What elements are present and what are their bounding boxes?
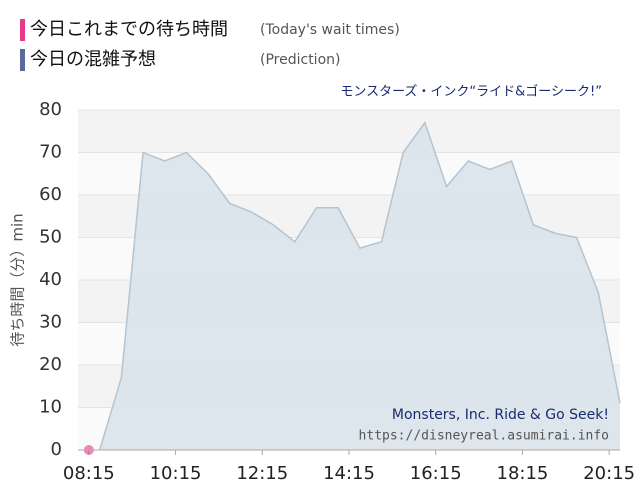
- watermark-url: https://disneyreal.asumirai.info: [359, 429, 609, 444]
- y-tick-label: 20: [39, 354, 62, 375]
- legend-marker: [20, 19, 25, 41]
- area-fill: [99, 122, 621, 450]
- watermark-title: Monsters, Inc. Ride & Go Seek!: [392, 407, 609, 423]
- x-tick-label: 18:15: [497, 463, 549, 484]
- y-tick-label: 80: [39, 99, 62, 120]
- x-tick-label: 08:15: [63, 463, 115, 484]
- plot: [78, 109, 621, 451]
- x-tick-label: 10:15: [150, 463, 202, 484]
- y-axis-label: 待ち時間（分）min: [9, 213, 27, 346]
- legend-label: 今日の混雑予想: [30, 49, 156, 70]
- y-tick-label: 0: [51, 439, 62, 460]
- y-tick-label: 10: [39, 397, 62, 418]
- x-tick-label: 20:15: [583, 463, 635, 484]
- grid-band: [78, 110, 620, 153]
- legend-marker: [20, 49, 25, 71]
- x-tick-label: 16:15: [410, 463, 462, 484]
- x-tick-label: 14:15: [323, 463, 375, 484]
- y-tick-label: 60: [39, 184, 62, 205]
- y-tick-label: 40: [39, 269, 62, 290]
- y-tick-label: 30: [39, 312, 62, 333]
- y-tick-label: 70: [39, 142, 62, 163]
- legend-sublabel: (Today's wait times): [260, 22, 400, 38]
- x-tick-label: 12:15: [236, 463, 288, 484]
- legend-sublabel: (Prediction): [260, 52, 340, 68]
- y-tick-label: 50: [39, 227, 62, 248]
- area-line: [98, 121, 621, 451]
- legend-label: 今日これまでの待ち時間: [30, 19, 228, 40]
- chart-title: モンスターズ・インク“ライド&ゴーシーク!”: [340, 84, 602, 100]
